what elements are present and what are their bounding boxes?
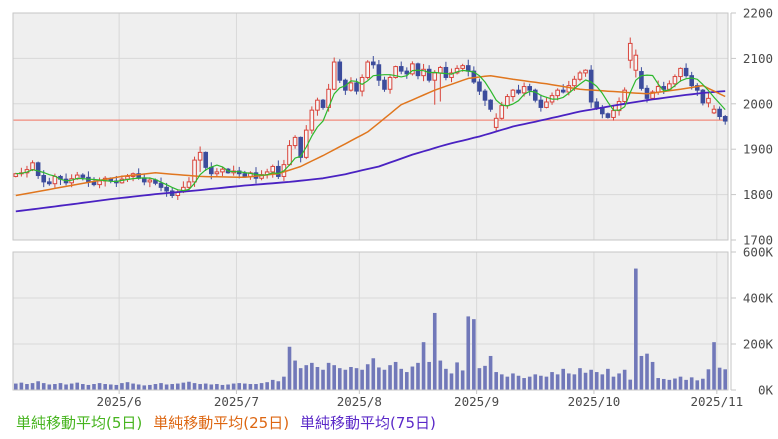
time-axis: 2025/6 2025/7 2025/8 2025/9 2025/10 2025/11 xyxy=(97,390,743,409)
legend-ma25: 単純移動平均(25日) xyxy=(153,413,290,432)
axis-label: 2000 xyxy=(743,96,773,111)
ma75-line xyxy=(15,90,726,213)
plot-borders xyxy=(12,12,732,391)
volume-bars xyxy=(13,268,728,390)
plot-backgrounds xyxy=(13,13,728,390)
ma5-line xyxy=(15,69,726,192)
axis-label: 1900 xyxy=(743,142,773,157)
axis-label: 2025/9 xyxy=(454,394,499,409)
volume-axis: 600K 400K 200K 0K xyxy=(731,245,773,398)
axis-label: 400K xyxy=(743,291,774,306)
axis-label: 1800 xyxy=(743,187,773,202)
axis-label: 1700 xyxy=(743,233,773,248)
axis-label: 2025/11 xyxy=(690,394,743,409)
legend-ma5: 単純移動平均(5日) xyxy=(16,413,143,432)
axis-label: 2200 xyxy=(743,6,773,21)
legend-ma75: 単純移動平均(75日) xyxy=(300,413,436,432)
axis-label: 0K xyxy=(758,383,774,398)
price-axis: 2200 2100 2000 1900 1800 1700 xyxy=(731,6,773,248)
axis-label: 200K xyxy=(743,337,774,352)
candlesticks xyxy=(13,37,728,200)
axis-label: 2100 xyxy=(743,51,773,66)
axis-label: 2025/10 xyxy=(568,394,621,409)
ma-legend: 単純移動平均(5日) 単純移動平均(25日) 単純移動平均(75日) xyxy=(16,409,436,435)
axis-label: 2025/7 xyxy=(214,394,259,409)
axis-label: 2025/6 xyxy=(97,394,142,409)
axis-label: 600K xyxy=(743,245,774,260)
axis-label: 2025/8 xyxy=(337,394,382,409)
ma25-line xyxy=(15,74,726,197)
